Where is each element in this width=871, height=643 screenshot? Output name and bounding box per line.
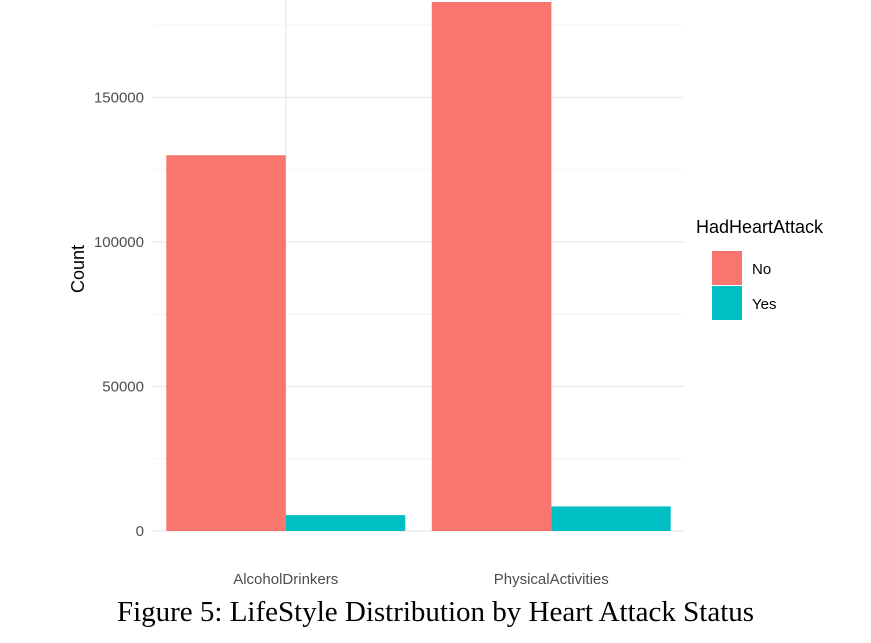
- x-tick-label: AlcoholDrinkers: [233, 571, 338, 588]
- y-axis-title: Count: [68, 245, 88, 293]
- x-axis: AlcoholDrinkers PhysicalActivities: [233, 571, 609, 588]
- y-tick-label: 150000: [94, 89, 144, 106]
- bar-yes-alcoholdrinkers: [285, 515, 406, 531]
- x-tick-label: PhysicalActivities: [494, 571, 609, 588]
- y-tick-label: 100000: [94, 234, 144, 251]
- bar-no-physicalactivities: [431, 2, 552, 531]
- bar-no-alcoholdrinkers: [166, 155, 286, 532]
- legend-label: No: [752, 261, 771, 278]
- bar-yes-physicalactivities: [551, 506, 671, 531]
- bars: [166, 2, 671, 532]
- y-tick-label: 0: [136, 523, 144, 540]
- legend-title: HadHeartAttack: [696, 217, 824, 237]
- figure-caption: Figure 5: LifeStyle Distribution by Hear…: [116, 596, 755, 628]
- y-axis: 0 50000 100000 150000: [94, 89, 144, 540]
- bar-chart: 0 50000 100000 150000 AlcoholDrinkers Physic…: [68, 0, 824, 588]
- legend-key-no: [712, 251, 742, 285]
- legend-key-yes: [712, 286, 742, 320]
- y-tick-label: 50000: [102, 378, 144, 395]
- legend: HadHeartAttack No Yes: [696, 217, 824, 320]
- legend-label: Yes: [752, 296, 776, 313]
